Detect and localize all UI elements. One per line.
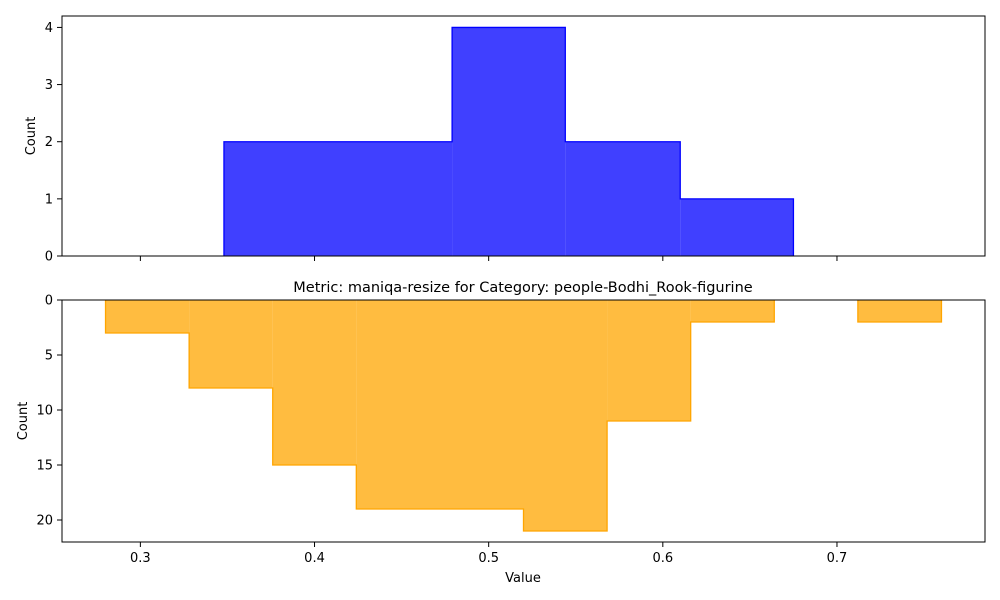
x-tick-label: 0.7 xyxy=(827,551,848,566)
histogram-outline xyxy=(104,300,775,532)
y-tick-label: 5 xyxy=(45,349,53,364)
y-axis-label-top: Count xyxy=(24,117,39,156)
histogram-bar xyxy=(565,141,681,256)
histogram-bar xyxy=(857,300,942,322)
y-tick-label: 3 xyxy=(45,78,53,93)
y-tick-label: 0 xyxy=(45,294,53,309)
histogram-bar xyxy=(272,300,357,465)
x-tick-label: 0.3 xyxy=(130,551,151,566)
axes-frame xyxy=(61,15,986,257)
top-histogram-panel: 0 1 2 3 4 xyxy=(45,15,986,265)
histogram-outline xyxy=(223,26,795,256)
histogram-bar xyxy=(523,300,608,531)
bottom-histogram-panel: 0 5 10 15 20 0.3 0.4 0.5 0.6 0.7 xyxy=(36,294,986,566)
histogram-bar xyxy=(690,300,775,322)
y-tick-label: 0 xyxy=(45,250,53,265)
y-tick-label: 4 xyxy=(45,21,53,36)
histogram-bar xyxy=(223,141,453,256)
y-tick-label: 20 xyxy=(36,514,53,529)
histogram-bar xyxy=(607,300,691,421)
histogram-bar xyxy=(452,27,566,256)
y-axis-label-bottom: Count xyxy=(16,402,31,441)
histogram-outline xyxy=(857,300,943,323)
histogram-bar xyxy=(680,198,794,256)
y-tick-label: 1 xyxy=(45,192,53,207)
x-axis-label: Value xyxy=(505,571,541,586)
histogram-bar xyxy=(356,300,524,509)
x-tick-label: 0.4 xyxy=(304,551,325,566)
x-tick-label: 0.5 xyxy=(478,551,499,566)
chart-title: Metric: maniqa-resize for Category: peop… xyxy=(293,280,752,296)
y-tick-label: 2 xyxy=(45,135,53,150)
axes-frame xyxy=(61,299,986,543)
x-tick-label: 0.6 xyxy=(652,551,673,566)
histogram-bar xyxy=(105,300,190,333)
y-tick-label: 15 xyxy=(36,459,53,474)
y-tick-label: 10 xyxy=(36,404,53,419)
histogram-bar xyxy=(189,300,273,388)
